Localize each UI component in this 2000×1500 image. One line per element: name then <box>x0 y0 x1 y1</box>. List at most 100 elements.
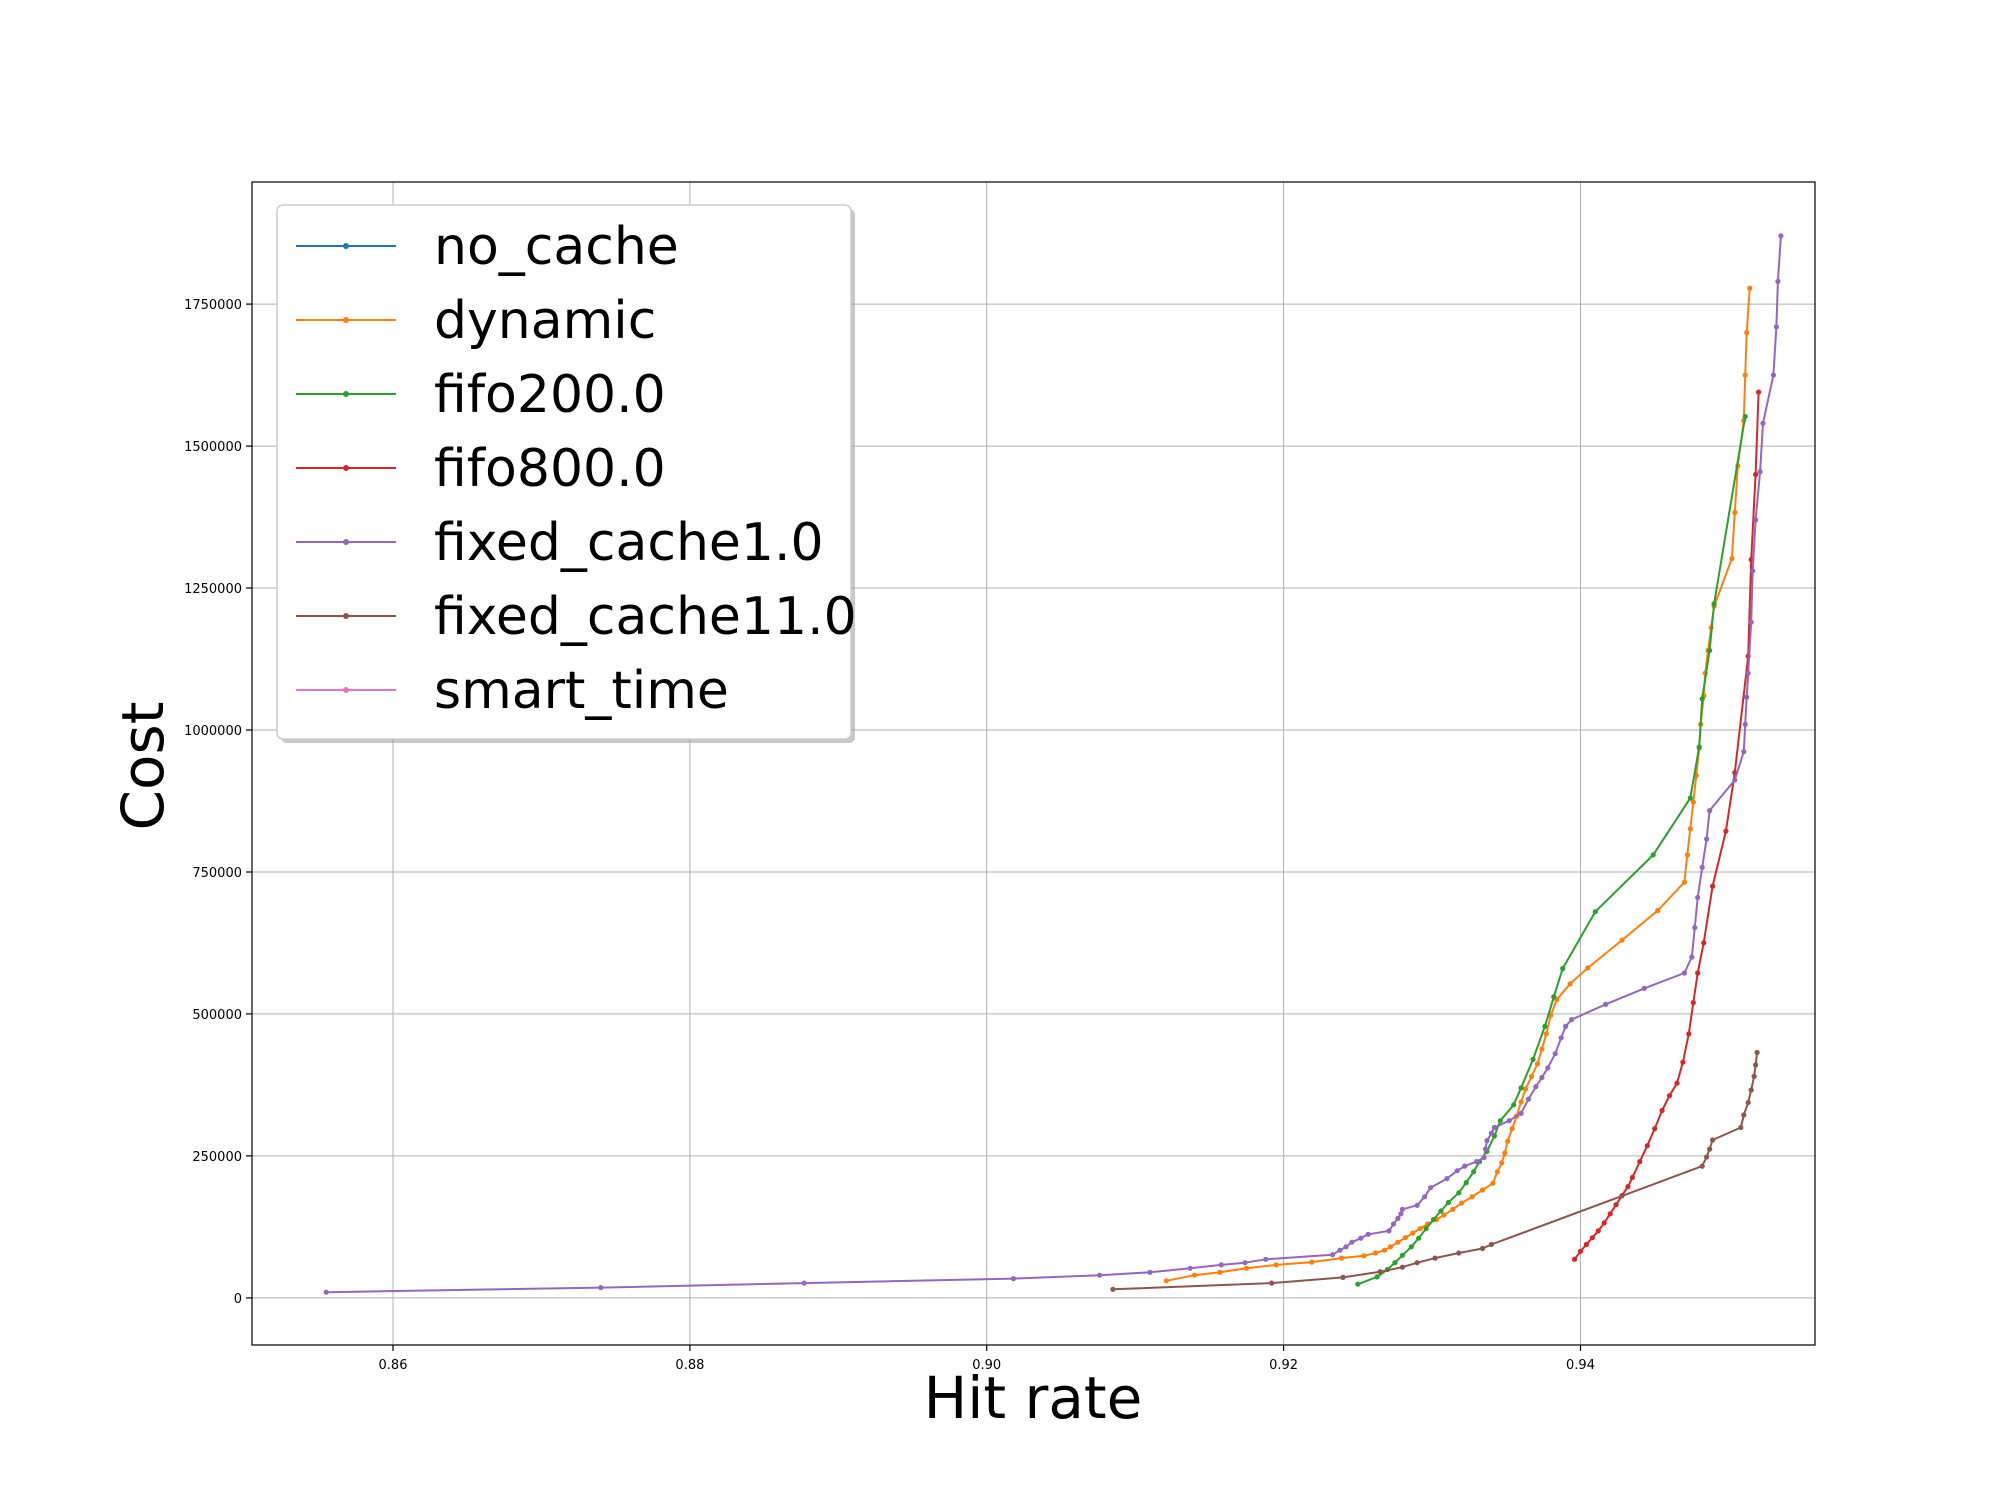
data-point-fixed-cache1-0 <box>1775 278 1781 284</box>
data-point-fixed-cache1-0 <box>1330 1252 1336 1258</box>
data-point-fixed-cache1-0 <box>1773 324 1779 330</box>
data-point-fixed-cache11-0 <box>1488 1241 1494 1248</box>
data-point-fifo200-0 <box>1355 1281 1361 1287</box>
data-point-fixed-cache1-0 <box>1525 1096 1532 1102</box>
data-point-fifo200-0 <box>1696 744 1702 750</box>
data-point-fixed-cache11-0 <box>1745 1099 1751 1106</box>
data-point-fixed-cache1-0 <box>1744 694 1750 700</box>
x-axis-ticks: 0.86 0.88 0.90 0.92 0.94 <box>379 1345 1595 1373</box>
data-point-fixed-cache1-0 <box>1760 420 1766 426</box>
data-point-dynamic <box>1687 826 1693 832</box>
y-tick-label: 1750000 <box>184 298 242 313</box>
data-point-dynamic <box>1417 1226 1423 1232</box>
data-point-dynamic <box>1243 1265 1250 1271</box>
data-point-fixed-cache11-0 <box>1456 1250 1462 1256</box>
x-tick-label: 0.94 <box>1566 1358 1595 1373</box>
data-point-dynamic <box>1509 1126 1515 1132</box>
data-point-fixed-cache1-0 <box>1484 1138 1490 1144</box>
data-point-fixed-cache11-0 <box>1414 1260 1420 1266</box>
legend-label: fixed_cache1.0 <box>434 513 824 573</box>
data-point-fifo200-0 <box>1687 795 1693 801</box>
data-point-dynamic <box>1217 1269 1223 1275</box>
data-point-fixed-cache1-0 <box>1742 721 1748 727</box>
data-point-fixed-cache1-0 <box>1569 1017 1575 1023</box>
data-point-fixed-cache1-0 <box>1481 1155 1487 1161</box>
legend-item-fixed-cache11-0: fixed_cache11.0 <box>296 587 857 647</box>
data-point-dynamic <box>1534 1061 1540 1067</box>
data-point-dynamic <box>1191 1272 1198 1278</box>
data-point-dynamic <box>1539 1046 1545 1052</box>
legend-item-fifo200-0: fifo200.0 <box>296 365 666 425</box>
data-point-fixed-cache1-0 <box>1732 777 1738 783</box>
data-point-dynamic <box>1543 1031 1549 1037</box>
y-tick-label: 1500000 <box>184 440 242 455</box>
data-point-dynamic <box>1469 1194 1475 1200</box>
data-point-dynamic <box>1387 1244 1394 1250</box>
data-point-fifo200-0 <box>1592 909 1598 915</box>
data-point-fifo800-0 <box>1589 1235 1595 1241</box>
data-point-fixed-cache11-0 <box>1704 1154 1710 1160</box>
data-point-fifo800-0 <box>1577 1248 1584 1254</box>
data-point-fifo800-0 <box>1613 1202 1619 1208</box>
data-point-fifo800-0 <box>1674 1080 1680 1086</box>
data-point-fixed-cache1-0 <box>1545 1065 1551 1071</box>
data-point-dynamic <box>1729 555 1735 562</box>
data-point-fifo200-0 <box>1742 413 1748 420</box>
x-tick-label: 0.92 <box>1269 1358 1298 1373</box>
data-point-dynamic <box>1441 1212 1447 1218</box>
data-point-fixed-cache11-0 <box>1110 1286 1116 1292</box>
data-point-fixed-cache1-0 <box>1770 372 1776 378</box>
legend-label: fifo200.0 <box>434 365 666 425</box>
legend-item-no-cache: no_cache <box>296 217 679 277</box>
data-point-fixed-cache1-0 <box>1539 1074 1545 1081</box>
legend-label: dynamic <box>434 291 656 351</box>
legend-item-fixed-cache1-0: fixed_cache1.0 <box>296 513 824 573</box>
x-tick-label: 0.86 <box>379 1358 408 1373</box>
data-point-fifo200-0 <box>1711 601 1717 607</box>
data-point-fixed-cache1-0 <box>1399 1206 1405 1212</box>
data-point-fixed-cache1-0 <box>1414 1202 1420 1208</box>
data-point-dynamic <box>1338 1255 1345 1261</box>
data-point-fixed-cache11-0 <box>1738 1124 1744 1131</box>
data-point-dynamic <box>1494 1169 1500 1175</box>
data-point-dynamic <box>1528 1073 1535 1079</box>
data-point-fixed-cache1-0 <box>1704 836 1710 842</box>
x-axis-title: Hit rate <box>924 1364 1143 1432</box>
data-point-fixed-cache11-0 <box>1710 1137 1716 1143</box>
grid-lines <box>252 182 1815 1345</box>
data-point-fixed-cache11-0 <box>1479 1245 1486 1252</box>
data-point-dynamic <box>1655 908 1661 914</box>
data-point-fixed-cache11-0 <box>1707 1146 1713 1152</box>
data-point-dynamic <box>1505 1138 1511 1144</box>
data-point-fixed-cache1-0 <box>1518 1110 1524 1116</box>
data-point-fixed-cache11-0 <box>1754 1049 1760 1056</box>
data-point-fixed-cache1-0 <box>1491 1124 1497 1131</box>
y-tick-label: 1250000 <box>184 582 242 597</box>
series-lines <box>323 233 1784 1295</box>
data-point-dynamic <box>1395 1239 1401 1245</box>
data-point-fixed-cache1-0 <box>1699 864 1705 871</box>
data-point-fifo200-0 <box>1392 1260 1398 1266</box>
data-point-fixed-cache1-0 <box>1337 1247 1343 1253</box>
data-point-fixed-cache1-0 <box>1218 1262 1224 1268</box>
data-point-fixed-cache1-0 <box>1422 1194 1428 1200</box>
data-point-fixed-cache1-0 <box>1349 1239 1355 1245</box>
data-point-fixed-cache1-0 <box>1358 1235 1364 1241</box>
data-point-fixed-cache1-0 <box>1147 1269 1153 1275</box>
data-point-dynamic <box>1410 1230 1416 1236</box>
data-point-dynamic <box>1373 1250 1379 1256</box>
plot-frame <box>251 181 1816 1346</box>
data-point-fixed-cache1-0 <box>1482 1146 1489 1152</box>
data-point-fixed-cache1-0 <box>1390 1221 1397 1227</box>
series-fixed-cache1-0 <box>323 233 1784 1295</box>
legend-label: no_cache <box>434 217 679 277</box>
data-point-fixed-cache1-0 <box>1748 619 1754 625</box>
data-point-fifo200-0 <box>1445 1199 1451 1206</box>
data-point-fixed-cache11-0 <box>1741 1112 1747 1118</box>
data-point-fixed-cache1-0 <box>1428 1185 1434 1191</box>
data-point-fixed-cache1-0 <box>1454 1168 1460 1174</box>
legend-swatch-marker <box>343 317 349 323</box>
data-point-fifo200-0 <box>1423 1226 1429 1232</box>
data-point-fixed-cache11-0 <box>1753 1062 1759 1068</box>
